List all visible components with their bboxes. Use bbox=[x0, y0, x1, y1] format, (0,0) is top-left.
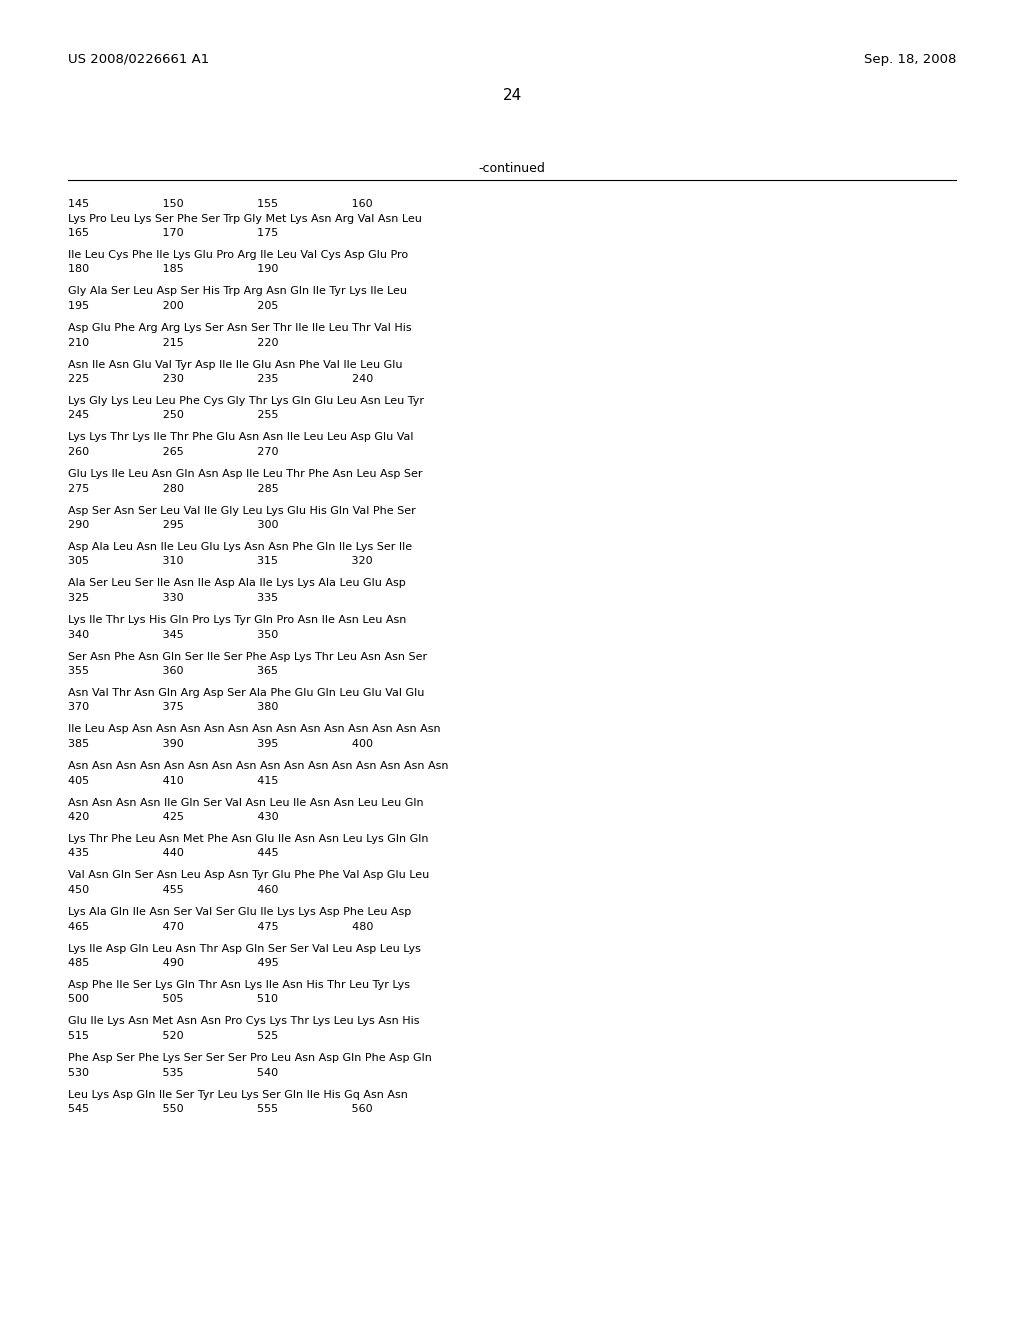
Text: 165                     170                     175: 165 170 175 bbox=[68, 228, 279, 238]
Text: 405                     410                     415: 405 410 415 bbox=[68, 776, 279, 785]
Text: Ile Leu Asp Asn Asn Asn Asn Asn Asn Asn Asn Asn Asn Asn Asn Asn: Ile Leu Asp Asn Asn Asn Asn Asn Asn Asn … bbox=[68, 725, 440, 734]
Text: Asp Phe Ile Ser Lys Gln Thr Asn Lys Ile Asn His Thr Leu Tyr Lys: Asp Phe Ile Ser Lys Gln Thr Asn Lys Ile … bbox=[68, 979, 410, 990]
Text: 420                     425                     430: 420 425 430 bbox=[68, 812, 279, 822]
Text: Asp Ser Asn Ser Leu Val Ile Gly Leu Lys Glu His Gln Val Phe Ser: Asp Ser Asn Ser Leu Val Ile Gly Leu Lys … bbox=[68, 506, 416, 516]
Text: Ile Leu Cys Phe Ile Lys Glu Pro Arg Ile Leu Val Cys Asp Glu Pro: Ile Leu Cys Phe Ile Lys Glu Pro Arg Ile … bbox=[68, 249, 409, 260]
Text: 145                     150                     155                     160: 145 150 155 160 bbox=[68, 199, 373, 209]
Text: Asp Glu Phe Arg Arg Lys Ser Asn Ser Thr Ile Ile Leu Thr Val His: Asp Glu Phe Arg Arg Lys Ser Asn Ser Thr … bbox=[68, 323, 412, 333]
Text: Ser Asn Phe Asn Gln Ser Ile Ser Phe Asp Lys Thr Leu Asn Asn Ser: Ser Asn Phe Asn Gln Ser Ile Ser Phe Asp … bbox=[68, 652, 427, 661]
Text: 260                     265                     270: 260 265 270 bbox=[68, 447, 279, 457]
Text: Lys Lys Thr Lys Ile Thr Phe Glu Asn Asn Ile Leu Leu Asp Glu Val: Lys Lys Thr Lys Ile Thr Phe Glu Asn Asn … bbox=[68, 433, 414, 442]
Text: 210                     215                     220: 210 215 220 bbox=[68, 338, 279, 347]
Text: Asn Ile Asn Glu Val Tyr Asp Ile Ile Glu Asn Phe Val Ile Leu Glu: Asn Ile Asn Glu Val Tyr Asp Ile Ile Glu … bbox=[68, 359, 402, 370]
Text: 385                     390                     395                     400: 385 390 395 400 bbox=[68, 739, 373, 748]
Text: Glu Ile Lys Asn Met Asn Asn Pro Cys Lys Thr Lys Leu Lys Asn His: Glu Ile Lys Asn Met Asn Asn Pro Cys Lys … bbox=[68, 1016, 420, 1027]
Text: 180                     185                     190: 180 185 190 bbox=[68, 264, 279, 275]
Text: Ala Ser Leu Ser Ile Asn Ile Asp Ala Ile Lys Lys Ala Leu Glu Asp: Ala Ser Leu Ser Ile Asn Ile Asp Ala Ile … bbox=[68, 578, 406, 589]
Text: Val Asn Gln Ser Asn Leu Asp Asn Tyr Glu Phe Phe Val Asp Glu Leu: Val Asn Gln Ser Asn Leu Asp Asn Tyr Glu … bbox=[68, 870, 429, 880]
Text: 340                     345                     350: 340 345 350 bbox=[68, 630, 279, 639]
Text: Lys Gly Lys Leu Leu Phe Cys Gly Thr Lys Gln Glu Leu Asn Leu Tyr: Lys Gly Lys Leu Leu Phe Cys Gly Thr Lys … bbox=[68, 396, 424, 407]
Text: 450                     455                     460: 450 455 460 bbox=[68, 884, 279, 895]
Text: US 2008/0226661 A1: US 2008/0226661 A1 bbox=[68, 53, 209, 66]
Text: 290                     295                     300: 290 295 300 bbox=[68, 520, 279, 531]
Text: 245                     250                     255: 245 250 255 bbox=[68, 411, 279, 421]
Text: 305                     310                     315                     320: 305 310 315 320 bbox=[68, 557, 373, 566]
Text: 435                     440                     445: 435 440 445 bbox=[68, 849, 279, 858]
Text: Asn Val Thr Asn Gln Arg Asp Ser Ala Phe Glu Gln Leu Glu Val Glu: Asn Val Thr Asn Gln Arg Asp Ser Ala Phe … bbox=[68, 688, 424, 698]
Text: Glu Lys Ile Leu Asn Gln Asn Asp Ile Leu Thr Phe Asn Leu Asp Ser: Glu Lys Ile Leu Asn Gln Asn Asp Ile Leu … bbox=[68, 469, 423, 479]
Text: Lys Pro Leu Lys Ser Phe Ser Trp Gly Met Lys Asn Arg Val Asn Leu: Lys Pro Leu Lys Ser Phe Ser Trp Gly Met … bbox=[68, 214, 422, 223]
Text: 225                     230                     235                     240: 225 230 235 240 bbox=[68, 374, 374, 384]
Text: Gly Ala Ser Leu Asp Ser His Trp Arg Asn Gln Ile Tyr Lys Ile Leu: Gly Ala Ser Leu Asp Ser His Trp Arg Asn … bbox=[68, 286, 407, 297]
Text: 24: 24 bbox=[503, 88, 521, 103]
Text: 195                     200                     205: 195 200 205 bbox=[68, 301, 279, 312]
Text: Lys Ala Gln Ile Asn Ser Val Ser Glu Ile Lys Lys Asp Phe Leu Asp: Lys Ala Gln Ile Asn Ser Val Ser Glu Ile … bbox=[68, 907, 412, 917]
Text: 530                     535                     540: 530 535 540 bbox=[68, 1068, 279, 1077]
Text: 500                     505                     510: 500 505 510 bbox=[68, 994, 278, 1005]
Text: 545                     550                     555                     560: 545 550 555 560 bbox=[68, 1104, 373, 1114]
Text: 465                     470                     475                     480: 465 470 475 480 bbox=[68, 921, 374, 932]
Text: Lys Ile Thr Lys His Gln Pro Lys Tyr Gln Pro Asn Ile Asn Leu Asn: Lys Ile Thr Lys His Gln Pro Lys Tyr Gln … bbox=[68, 615, 407, 624]
Text: Asn Asn Asn Asn Asn Asn Asn Asn Asn Asn Asn Asn Asn Asn Asn Asn: Asn Asn Asn Asn Asn Asn Asn Asn Asn Asn … bbox=[68, 762, 449, 771]
Text: 325                     330                     335: 325 330 335 bbox=[68, 593, 279, 603]
Text: 485                     490                     495: 485 490 495 bbox=[68, 958, 279, 968]
Text: Phe Asp Ser Phe Lys Ser Ser Ser Pro Leu Asn Asp Gln Phe Asp Gln: Phe Asp Ser Phe Lys Ser Ser Ser Pro Leu … bbox=[68, 1053, 432, 1063]
Text: 275                     280                     285: 275 280 285 bbox=[68, 483, 279, 494]
Text: Lys Thr Phe Leu Asn Met Phe Asn Glu Ile Asn Asn Leu Lys Gln Gln: Lys Thr Phe Leu Asn Met Phe Asn Glu Ile … bbox=[68, 834, 428, 843]
Text: Leu Lys Asp Gln Ile Ser Tyr Leu Lys Ser Gln Ile His Gq Asn Asn: Leu Lys Asp Gln Ile Ser Tyr Leu Lys Ser … bbox=[68, 1089, 408, 1100]
Text: 355                     360                     365: 355 360 365 bbox=[68, 667, 278, 676]
Text: Asp Ala Leu Asn Ile Leu Glu Lys Asn Asn Phe Gln Ile Lys Ser Ile: Asp Ala Leu Asn Ile Leu Glu Lys Asn Asn … bbox=[68, 543, 412, 552]
Text: Sep. 18, 2008: Sep. 18, 2008 bbox=[863, 53, 956, 66]
Text: Lys Ile Asp Gln Leu Asn Thr Asp Gln Ser Ser Val Leu Asp Leu Lys: Lys Ile Asp Gln Leu Asn Thr Asp Gln Ser … bbox=[68, 944, 421, 953]
Text: Asn Asn Asn Asn Ile Gln Ser Val Asn Leu Ile Asn Asn Leu Leu Gln: Asn Asn Asn Asn Ile Gln Ser Val Asn Leu … bbox=[68, 797, 424, 808]
Text: -continued: -continued bbox=[478, 162, 546, 176]
Text: 515                     520                     525: 515 520 525 bbox=[68, 1031, 279, 1041]
Text: 370                     375                     380: 370 375 380 bbox=[68, 702, 279, 713]
